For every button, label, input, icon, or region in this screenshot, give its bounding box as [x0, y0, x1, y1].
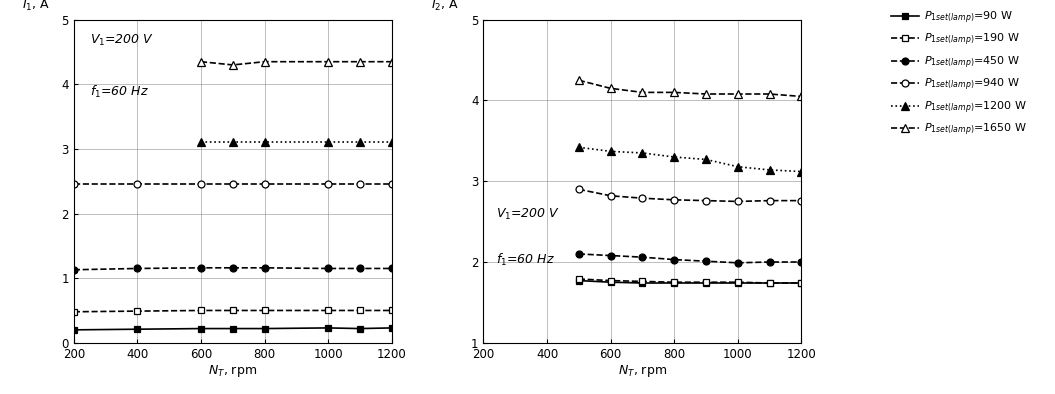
X-axis label: $N_T$, rpm: $N_T$, rpm: [208, 363, 257, 379]
Text: $V_1$=200 V: $V_1$=200 V: [90, 33, 154, 48]
Text: $V_1$=200 V: $V_1$=200 V: [496, 207, 560, 222]
Legend: $P_{1set(lamp)}$=90 W, $P_{1set(lamp)}$=190 W, $P_{1set(lamp)}$=450 W, $P_{1set(: $P_{1set(lamp)}$=90 W, $P_{1set(lamp)}$=…: [891, 9, 1028, 138]
Y-axis label: $I_2$, A: $I_2$, A: [431, 0, 459, 13]
Text: $f_1$=60 Hz: $f_1$=60 Hz: [90, 84, 149, 100]
X-axis label: $N_T$, rpm: $N_T$, rpm: [618, 363, 667, 379]
Y-axis label: $I_1$, A: $I_1$, A: [22, 0, 50, 13]
Text: $f_1$=60 Hz: $f_1$=60 Hz: [496, 252, 555, 268]
